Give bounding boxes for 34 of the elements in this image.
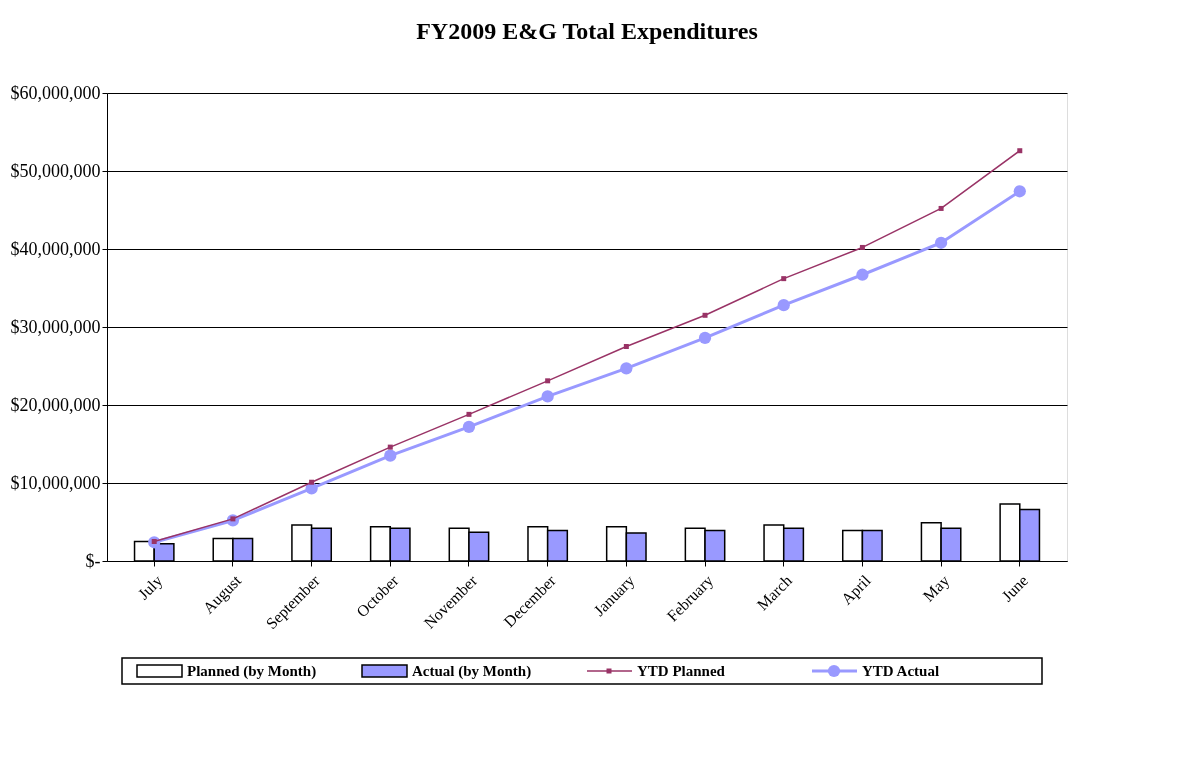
- legend-label: Actual (by Month): [412, 663, 532, 680]
- x-tick-label: June: [998, 571, 1032, 605]
- y-tick-label: $30,000,000: [10, 316, 101, 337]
- point: [462, 420, 476, 433]
- point: [620, 362, 633, 375]
- y-tick-label: $60,000,000: [10, 82, 101, 103]
- point: [698, 331, 712, 345]
- point: [623, 344, 629, 349]
- legend-label: YTD Planned: [637, 663, 726, 679]
- point: [541, 390, 554, 403]
- point: [781, 276, 787, 282]
- y-tick-label: $10,000,000: [10, 472, 101, 493]
- point: [856, 268, 869, 281]
- point: [545, 378, 551, 384]
- y-tick-label: $-: [85, 550, 101, 571]
- y-tick-label: $50,000,000: [10, 160, 101, 181]
- point: [1017, 148, 1023, 154]
- point: [777, 299, 790, 312]
- point: [309, 479, 315, 485]
- point: [384, 449, 397, 462]
- legend-label: YTD Actual: [862, 663, 940, 679]
- point: [387, 444, 393, 450]
- point: [1013, 185, 1026, 198]
- x-tick-label: May: [919, 571, 954, 606]
- point: [934, 236, 948, 249]
- chart-title: FY2009 E&G Total Expenditures: [416, 18, 758, 44]
- point: [466, 411, 472, 417]
- point: [859, 244, 865, 250]
- point: [938, 205, 944, 211]
- legend-label: Planned (by Month): [187, 663, 317, 680]
- y-tick-label: $20,000,000: [10, 394, 101, 415]
- y-tick-label: $40,000,000: [10, 238, 101, 259]
- x-tick-label: July: [134, 571, 167, 604]
- point: [702, 312, 708, 318]
